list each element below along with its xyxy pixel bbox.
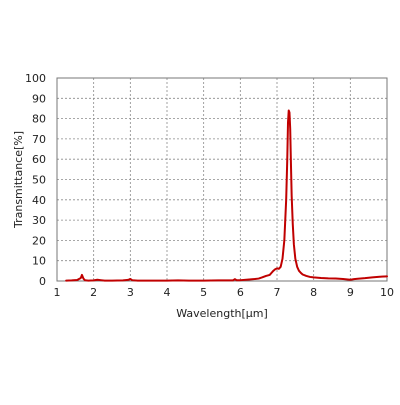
x-tick-label: 9 [347, 286, 354, 299]
x-tick-label: 1 [54, 286, 61, 299]
y-tick-label: 30 [32, 214, 46, 227]
x-tick-label: 2 [90, 286, 97, 299]
y-tick-label: 70 [32, 133, 46, 146]
y-tick-label: 10 [32, 255, 46, 268]
y-tick-label: 60 [32, 153, 46, 166]
x-axis-label: Wavelength[μm] [176, 307, 268, 320]
y-tick-label: 100 [25, 72, 46, 85]
x-tick-label: 7 [274, 286, 281, 299]
x-tick-label: 8 [310, 286, 317, 299]
series-layer [65, 109, 388, 282]
x-tick-label: 4 [164, 286, 171, 299]
x-tick-label: 10 [380, 286, 394, 299]
x-tick-label: 6 [237, 286, 244, 299]
x-axis-ticks: 1 2 3 4 5 6 7 8 9 10 [54, 286, 395, 299]
y-tick-label: 0 [39, 275, 46, 288]
x-tick-label: 3 [127, 286, 134, 299]
y-axis-ticks: 0 10 20 30 40 50 60 70 80 90 100 [25, 72, 46, 288]
y-tick-label: 40 [32, 194, 46, 207]
y-axis-label: Transmittance[%] [12, 131, 25, 229]
y-tick-label: 50 [32, 174, 46, 187]
y-tick-label: 80 [32, 113, 46, 126]
series-line-0 [65, 109, 388, 282]
x-tick-label: 5 [200, 286, 207, 299]
y-tick-label: 20 [32, 234, 46, 247]
grid [57, 78, 387, 281]
y-tick-label: 90 [32, 92, 46, 105]
